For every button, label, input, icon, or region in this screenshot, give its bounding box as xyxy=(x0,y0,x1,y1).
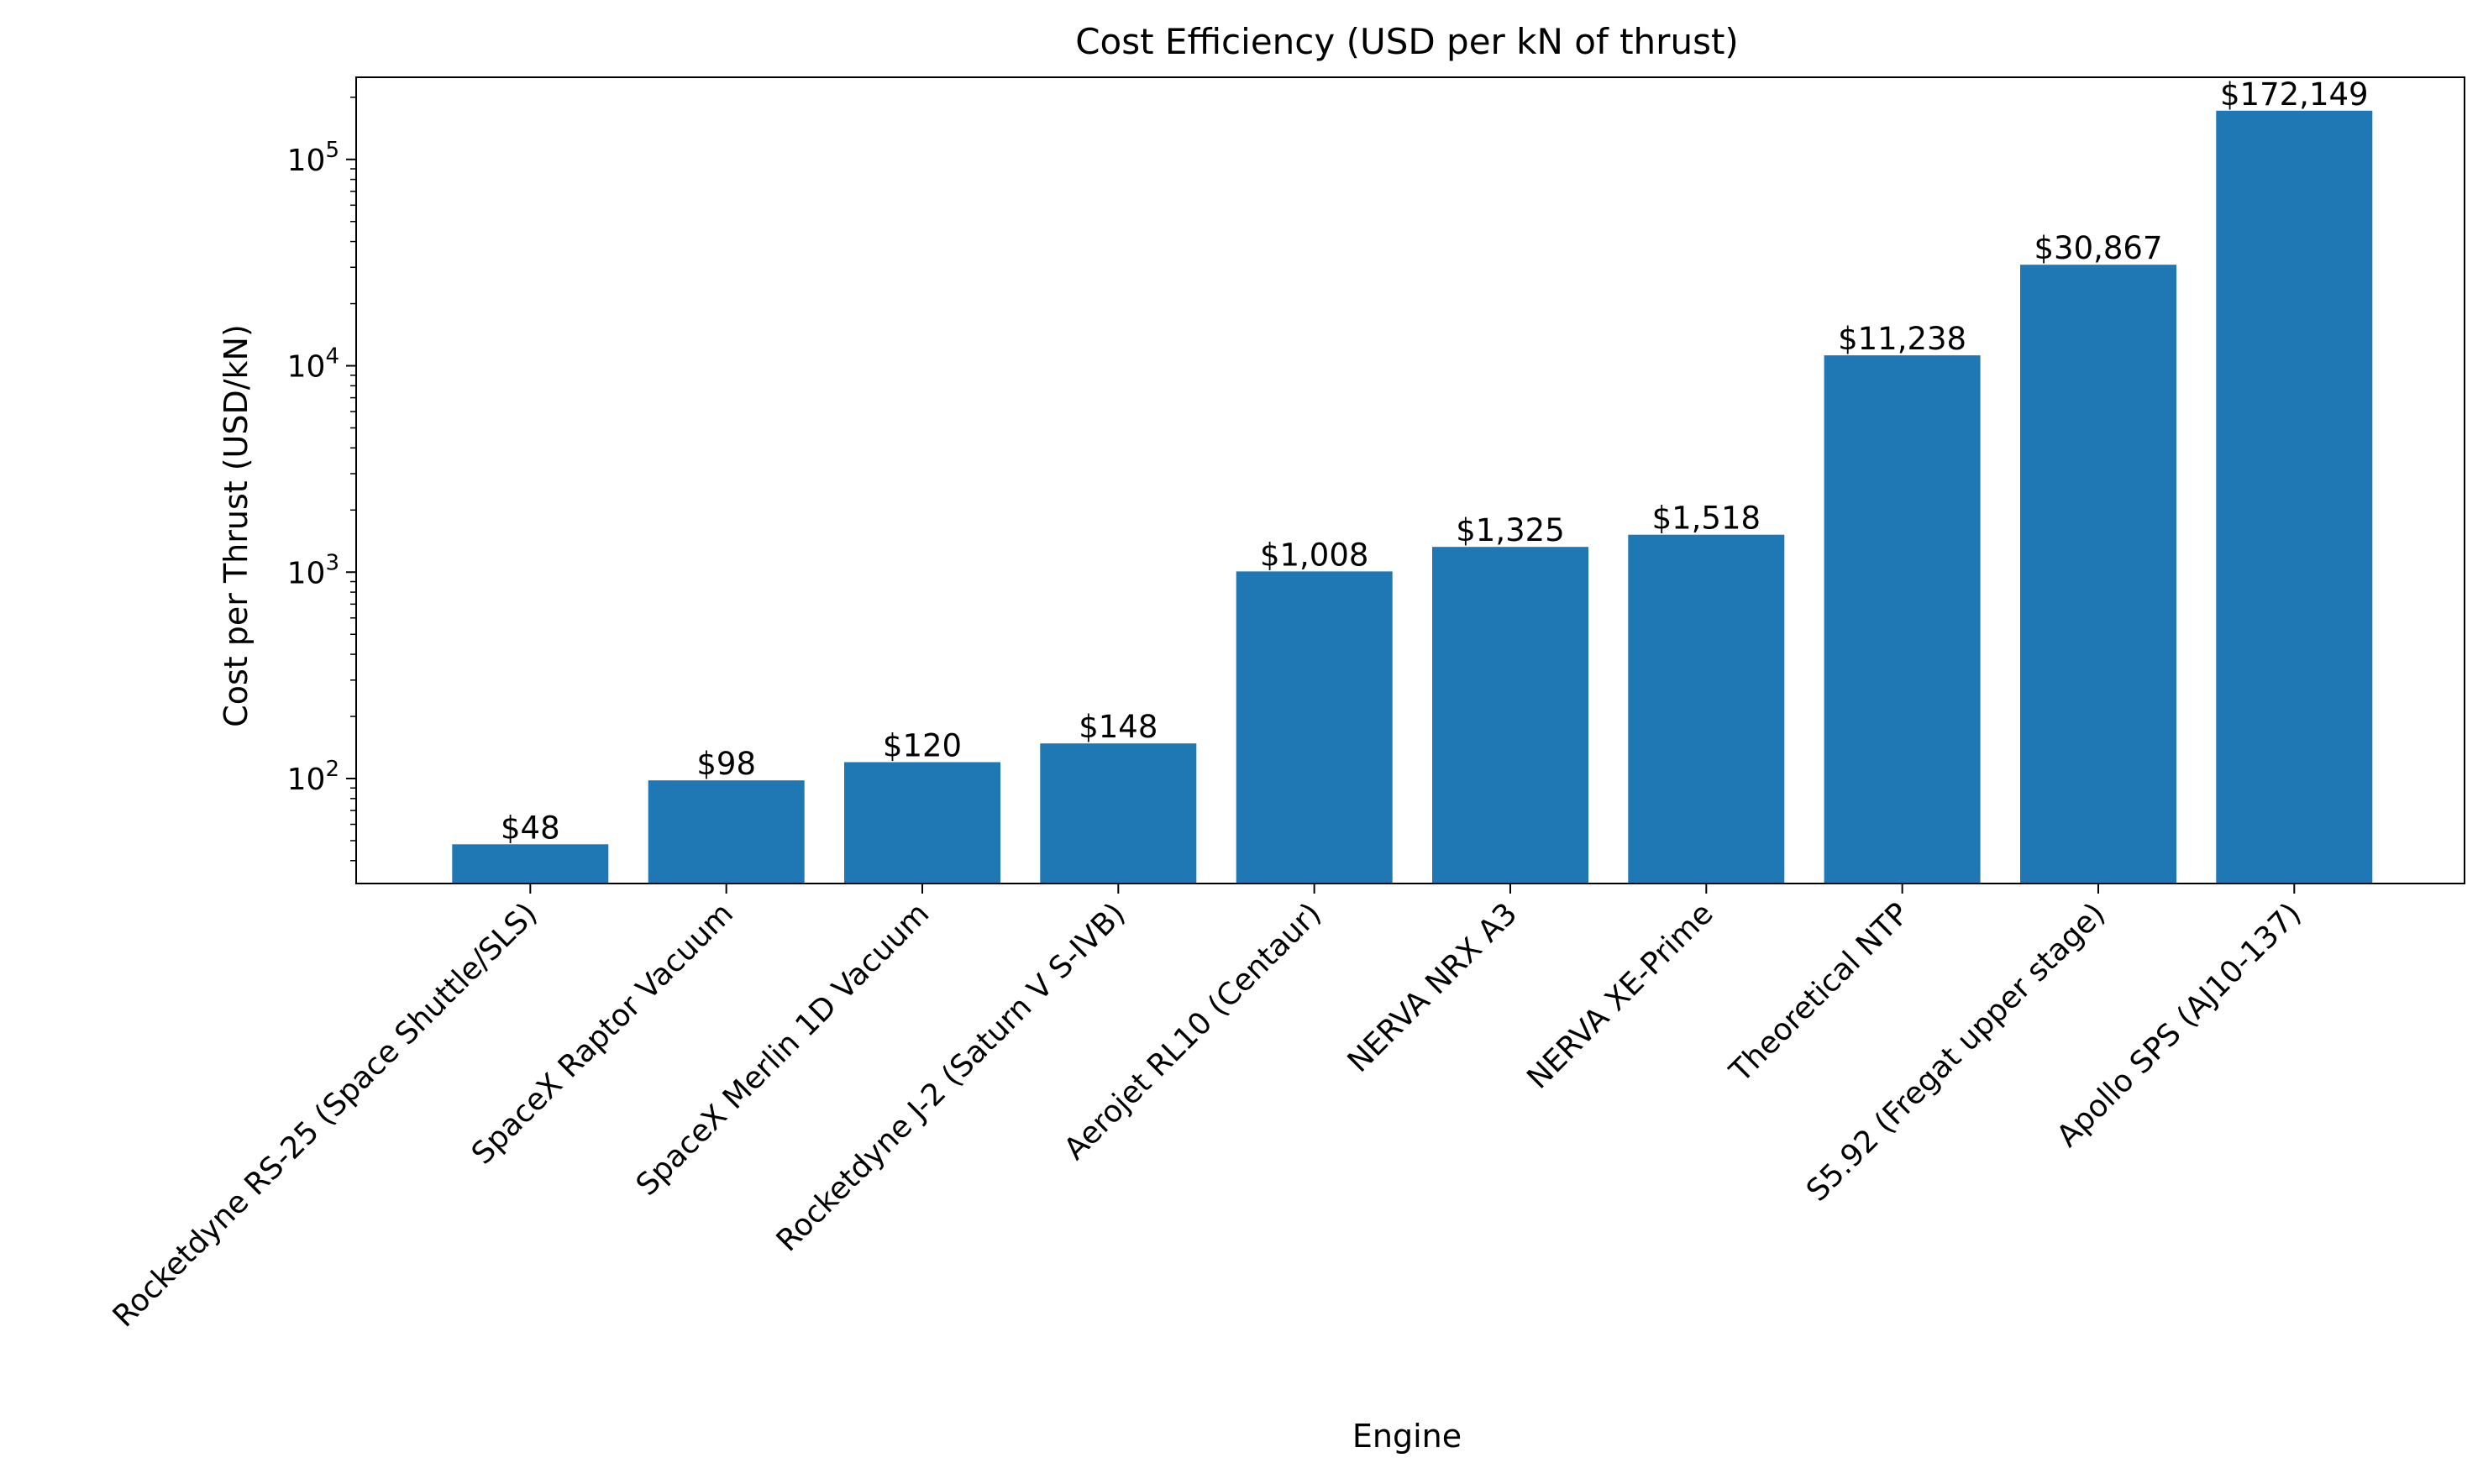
data-label: $172,149 xyxy=(2220,76,2369,113)
x-tick-label: Rocketdyne J-2 (Saturn V S-IVB) xyxy=(770,896,1132,1258)
bar xyxy=(648,780,805,884)
x-tick-label: Rocketdyne RS-25 (Space Shuttle/SLS) xyxy=(107,896,544,1334)
data-label: $98 xyxy=(696,746,756,782)
data-label: $120 xyxy=(883,728,962,764)
data-label: $1,325 xyxy=(1456,512,1564,548)
bar xyxy=(2020,265,2176,884)
data-label: $1,518 xyxy=(1652,501,1761,537)
x-tick-label: Theoretical NTP xyxy=(1723,896,1916,1089)
bar xyxy=(1236,571,1393,884)
data-label: $48 xyxy=(501,810,560,846)
bar xyxy=(1432,547,1588,884)
y-tick-label: 105 xyxy=(287,138,339,178)
y-tick-label: 104 xyxy=(287,344,339,385)
bar xyxy=(1040,743,1197,884)
plot-area: $48 $98 $120 $148 $1,008 $1,325 $1,518 $11,238 $… xyxy=(107,76,2465,1334)
x-tick-label: NERVA NRX A3 xyxy=(1341,896,1525,1079)
bar xyxy=(844,762,1000,884)
x-axis-label: Engine xyxy=(1352,1418,1462,1455)
data-label: $30,867 xyxy=(2034,230,2162,266)
x-tick-label: NERVA XE-Prime xyxy=(1520,896,1719,1095)
data-label: $11,238 xyxy=(1838,321,1966,357)
data-label: $1,008 xyxy=(1260,537,1368,573)
y-tick-label: 102 xyxy=(287,757,339,797)
y-axis-label: Cost per Thrust (USD/kN) xyxy=(218,324,255,727)
bar xyxy=(1628,534,1785,884)
data-label: $148 xyxy=(1079,709,1158,745)
bar xyxy=(1824,355,1981,884)
chart-title: Cost Efficiency (USD per kN of thrust) xyxy=(1075,21,1739,62)
bar xyxy=(452,844,609,884)
axes-frame xyxy=(355,76,2465,884)
bar xyxy=(2216,110,2373,884)
y-tick-label: 103 xyxy=(287,550,339,590)
